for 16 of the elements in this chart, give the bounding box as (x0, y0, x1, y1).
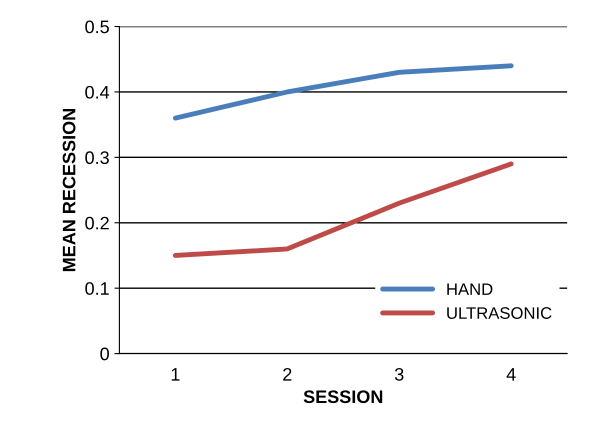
y-axis-title: MEAN RECESSION (62, 109, 76, 272)
y-tick-label: 0.4 (85, 86, 110, 99)
y-tick-label: 0.3 (85, 151, 109, 164)
x-tick-label: 1 (172, 368, 180, 381)
line-series (172, 63, 514, 121)
y-tick-label: 0.5 (85, 20, 109, 34)
y-tick-label: 0 (100, 348, 109, 360)
x-axis-title: SESSION (304, 390, 382, 404)
y-tick-label: 0.2 (85, 216, 109, 230)
legend-label: HAND (447, 283, 492, 295)
x-tick-label: 3 (394, 368, 404, 381)
line-series (172, 161, 514, 258)
y-tick-label: 0.1 (85, 282, 109, 295)
legend-label: ULTRASONIC (447, 307, 552, 319)
x-tick-label: 4 (506, 368, 516, 381)
x-tick-label: 2 (283, 368, 292, 381)
